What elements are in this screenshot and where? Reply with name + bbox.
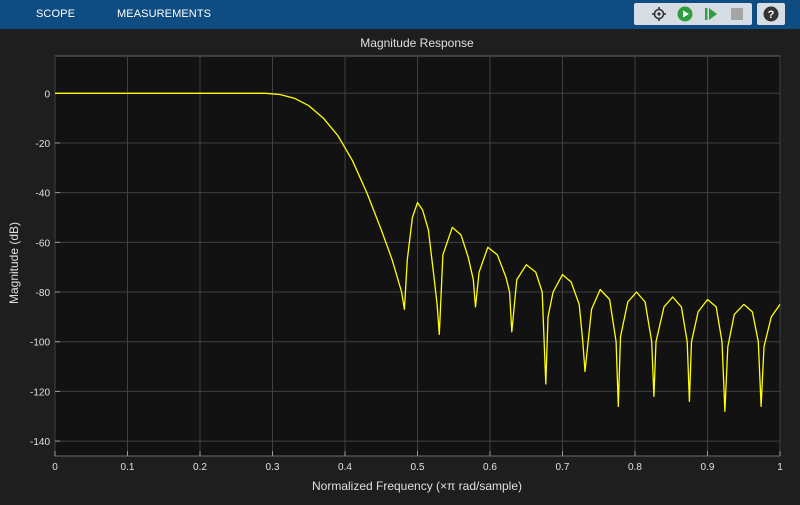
toolbar-buttons [634, 3, 752, 25]
grid [54, 56, 781, 456]
trace-group [55, 92, 781, 412]
magnitude-response-chart: Magnitude Response 0 0.1 0.2 0.3 0.4 0.5 0.6 0.… [7, 36, 783, 493]
x-tick-label: 0.3 [266, 462, 280, 473]
run-icon[interactable] [677, 6, 693, 22]
y-tick-label: 0 [44, 89, 50, 100]
x-tick-label: 0 [52, 462, 58, 473]
y-tick-label: -100 [30, 338, 50, 349]
x-tick-label: 0.5 [411, 462, 425, 473]
axis-ticks: 0 0.1 0.2 0.3 0.4 0.5 0.6 0.7 0.8 0.9 1 0 -20 -40 -60 -… [30, 89, 783, 473]
cursor-settings-icon[interactable] [651, 6, 667, 22]
step-forward-icon[interactable] [703, 6, 719, 22]
x-tick-label: 0.9 [701, 462, 715, 473]
x-tick-label: 0.4 [338, 462, 352, 473]
chart-area: Magnitude Response 0 0.1 0.2 0.3 0.4 0.5 0.6 0.… [0, 29, 800, 500]
stop-icon[interactable] [729, 6, 745, 22]
magnitude-trace [55, 92, 781, 412]
y-tick-label: -140 [30, 437, 50, 448]
tab-scope[interactable]: SCOPE [36, 8, 76, 20]
chart-title: Magnitude Response [360, 36, 474, 50]
help-button[interactable]: ? [757, 3, 785, 25]
y-tick-label: -80 [36, 288, 51, 299]
y-tick-label: -60 [36, 238, 51, 249]
x-tick-label: 0.1 [121, 462, 135, 473]
help-icon-label: ? [768, 9, 775, 21]
x-tick-label: 0.2 [193, 462, 207, 473]
y-tick-label: -40 [36, 189, 51, 200]
toolstrip: SCOPE MEASUREMENTS ? [0, 0, 800, 29]
y-tick-label: -20 [36, 139, 51, 150]
y-tick-label: -120 [30, 387, 50, 398]
x-axis-label: Normalized Frequency (×π rad/sample) [312, 479, 522, 493]
help-icon: ? [763, 6, 779, 22]
x-tick-label: 0.7 [556, 462, 570, 473]
x-tick-label: 0.6 [483, 462, 497, 473]
x-tick-label: 1 [777, 462, 783, 473]
x-tick-label: 0.8 [628, 462, 642, 473]
tab-measurements[interactable]: MEASUREMENTS [117, 8, 212, 20]
y-axis-label: Magnitude (dB) [7, 222, 21, 304]
